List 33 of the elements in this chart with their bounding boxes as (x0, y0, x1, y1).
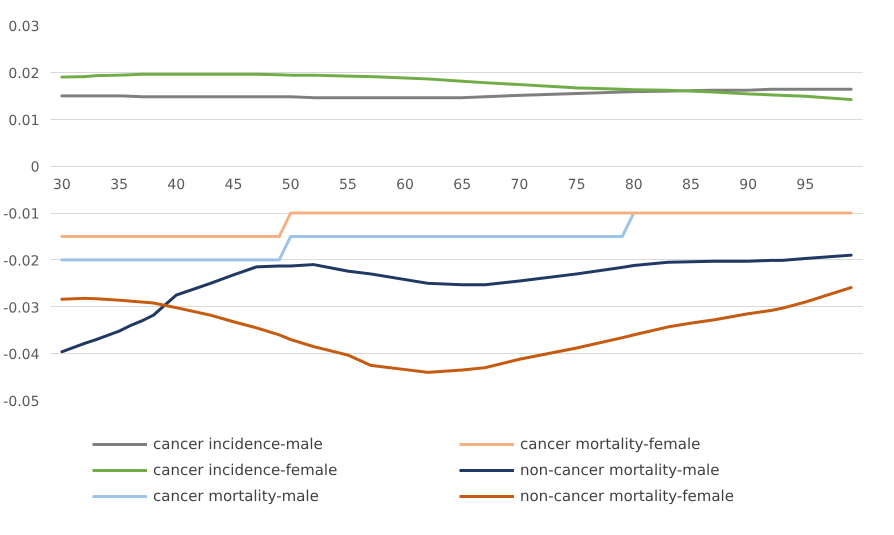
x-tick-label: 70 (510, 177, 528, 194)
x-tick-label: 60 (396, 177, 414, 194)
legend-label: cancer mortality-male (153, 487, 320, 505)
legend-label: non-cancer mortality-male (520, 461, 720, 479)
legend-label: cancer mortality-female (520, 435, 702, 453)
y-tick-label: -0.05 (3, 394, 40, 410)
line-series (60, 286, 853, 374)
x-tick-label: 40 (167, 177, 186, 194)
line-series (60, 72, 853, 102)
y-tick-label: 0.02 (8, 66, 40, 82)
y-tick-label: -0.02 (3, 253, 40, 270)
x-tick-label: 90 (739, 177, 758, 194)
x-tick-label: 80 (624, 177, 643, 194)
x-tick-label: 85 (682, 177, 700, 194)
x-tick-label: 95 (796, 177, 814, 194)
y-tick-label: 0 (30, 160, 40, 176)
x-tick-label: 35 (110, 177, 128, 194)
y-tick-label: 0.01 (8, 112, 40, 129)
legend-label: cancer incidence-male (153, 435, 324, 453)
y-tick-label: 0.03 (8, 19, 40, 35)
y-tick-label: -0.01 (3, 206, 40, 222)
legend-label: non-cancer mortality-female (520, 487, 735, 505)
x-tick-label: 65 (453, 177, 472, 194)
legend-label: cancer incidence-female (153, 461, 338, 479)
line-series (60, 254, 853, 354)
x-tick-label: 75 (568, 177, 586, 194)
line-series (60, 88, 853, 100)
x-tick-label: 30 (53, 177, 71, 194)
x-tick-label: 50 (282, 177, 300, 194)
y-tick-label: -0.03 (3, 300, 40, 316)
x-tick-label: 55 (338, 177, 357, 194)
x-tick-label: 45 (224, 177, 242, 194)
y-tick-label: -0.04 (3, 347, 40, 364)
